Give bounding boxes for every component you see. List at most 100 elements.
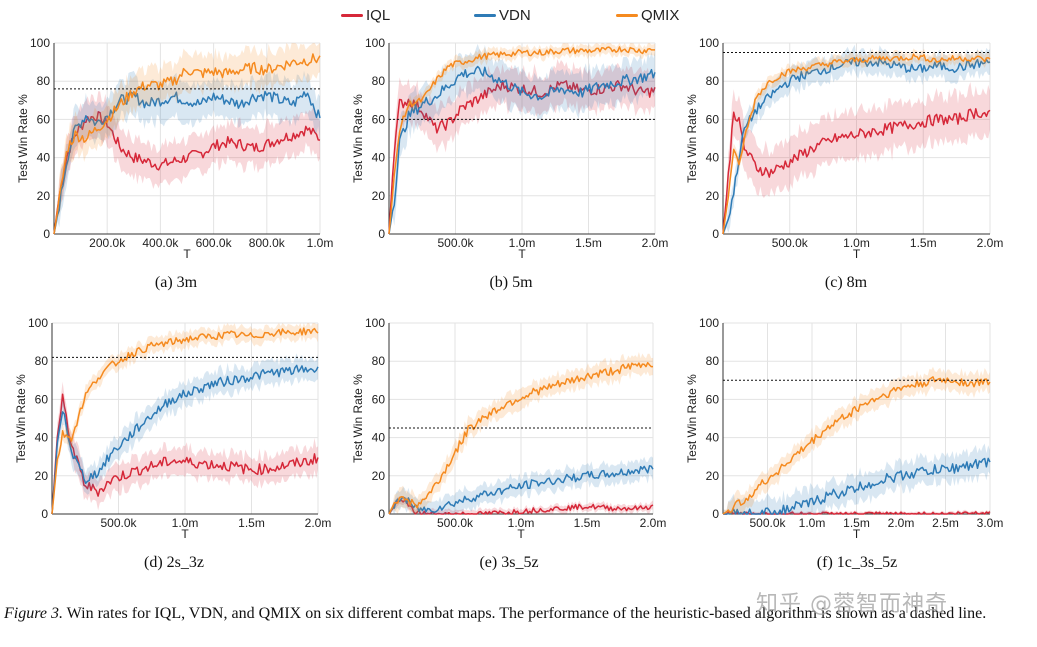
y-tick-label: 60 (372, 112, 386, 126)
x-tick-label: 1.5m (238, 516, 265, 530)
x-tick-label: 1.0m (799, 516, 826, 530)
series-line-qmix (53, 53, 321, 235)
y-axis-label: Test Win Rate % (351, 374, 365, 463)
x-tick-label: 1.0m (172, 516, 199, 530)
x-tick-label: 500.0k (437, 236, 474, 250)
figure-caption: Figure 3. Win rates for IQL, VDN, and QM… (4, 603, 1029, 624)
legend: IQL VDN QMIX (0, 4, 1037, 26)
y-axis-label: Test Win Rate % (685, 94, 699, 183)
x-axis-label: T (181, 527, 189, 541)
x-axis-label: T (853, 247, 861, 261)
y-tick-label: 40 (37, 151, 51, 165)
y-tick-label: 0 (378, 227, 385, 241)
x-tick-label: 500.0k (100, 516, 137, 530)
legend-swatch-vdn (474, 13, 496, 17)
legend-item-qmix: QMIX (616, 4, 679, 26)
band-vdn (52, 353, 318, 514)
x-tick-label: 1.5m (910, 236, 937, 250)
y-axis-label: Test Win Rate % (14, 374, 28, 463)
band-vdn (723, 44, 990, 234)
y-tick-label: 0 (43, 227, 50, 241)
x-tick-label: 500.0k (749, 516, 786, 530)
x-tick-label: 1.0m (843, 236, 870, 250)
band-iql (54, 91, 320, 234)
band-vdn (389, 456, 653, 514)
y-tick-label: 20 (37, 189, 51, 203)
series-line-vdn (53, 90, 321, 235)
series-line-qmix (388, 361, 653, 515)
band-iql (52, 381, 318, 514)
y-tick-label: 100 (365, 316, 385, 330)
band-qmix (723, 366, 990, 514)
y-axis-label: Test Win Rate % (16, 94, 30, 183)
x-tick-label: 1.5m (574, 516, 601, 530)
series-line-qmix (722, 53, 991, 235)
x-tick-label: 600.0k (196, 236, 233, 250)
series-line-vdn (51, 364, 319, 515)
band-vdn (389, 43, 655, 235)
x-tick-label: 2.0m (977, 236, 1004, 250)
x-tick-label: 2.0m (305, 516, 332, 530)
x-tick-label: 2.0m (888, 516, 915, 530)
series-line-vdn (388, 65, 656, 235)
y-tick-label: 0 (712, 507, 719, 521)
y-tick-label: 40 (706, 151, 720, 165)
x-tick-label: 1.5m (575, 236, 602, 250)
y-tick-label: 0 (378, 507, 385, 521)
y-tick-label: 0 (712, 227, 719, 241)
x-tick-label: 200.0k (89, 236, 126, 250)
y-tick-label: 80 (37, 74, 51, 88)
legend-item-vdn: VDN (474, 4, 531, 26)
series-line-iql (722, 108, 991, 235)
figure-caption-label: Figure 3. (4, 605, 63, 622)
x-tick-label: 2.0m (640, 516, 667, 530)
y-tick-label: 40 (706, 431, 720, 445)
x-tick-label: 1.0m (307, 236, 334, 250)
legend-swatch-iql (341, 13, 363, 17)
band-qmix (54, 43, 320, 234)
caption-d: (d) 2s_3z (144, 554, 204, 571)
y-tick-label: 40 (372, 431, 386, 445)
y-tick-label: 80 (372, 74, 386, 88)
y-tick-label: 20 (372, 189, 386, 203)
legend-swatch-qmix (616, 13, 638, 17)
caption-f: (f) 1c_3s_5z (816, 554, 898, 571)
chart-4: 0 20 40 60 80 100 500.0k 1.0m 1.5m 2.0m T Test Win … (14, 316, 331, 541)
y-tick-label: 100 (28, 316, 48, 330)
y-tick-label: 60 (706, 392, 720, 406)
y-tick-label: 40 (35, 431, 49, 445)
x-tick-label: 800.0k (249, 236, 286, 250)
y-tick-label: 0 (41, 507, 48, 521)
chart-2: 0 20 40 60 80 100 500.0k 1.0m 1.5m 2.0m T Test Win … (351, 36, 668, 261)
series-line-vdn (388, 465, 654, 515)
x-tick-label: 2.5m (932, 516, 959, 530)
y-axis-label: Test Win Rate % (685, 374, 699, 463)
band-vdn (723, 443, 990, 514)
x-tick-label: 1.5m (843, 516, 870, 530)
x-axis-label: T (517, 527, 525, 541)
y-tick-label: 100 (699, 36, 719, 50)
band-iql (389, 495, 653, 514)
series-line-qmix (722, 376, 991, 515)
legend-label-qmix: QMIX (641, 6, 680, 24)
y-tick-label: 80 (372, 354, 386, 368)
x-axis-label: T (183, 247, 191, 261)
y-tick-label: 60 (37, 112, 51, 126)
y-tick-label: 80 (706, 354, 720, 368)
charts-canvas: 0 20 40 60 80 100 200.0k 400.0k 600.0k 800.0k 1.0m… (14, 36, 1003, 541)
chart-5: 0 20 40 60 80 100 500.0k 1.0m 1.5m 2.0m T Test Win … (351, 316, 666, 541)
caption-a: (a) 3m (154, 274, 198, 291)
series-line-iql (388, 79, 656, 235)
figure-caption-text: Win rates for IQL, VDN, and QMIX on six … (62, 605, 987, 622)
y-tick-label: 20 (706, 189, 720, 203)
y-tick-label: 60 (35, 392, 49, 406)
band-vdn (54, 70, 320, 234)
y-tick-label: 80 (35, 354, 49, 368)
y-tick-label: 20 (372, 469, 386, 483)
caption-b: (b) 5m (489, 274, 533, 291)
y-tick-label: 60 (372, 392, 386, 406)
y-tick-label: 60 (706, 112, 720, 126)
chart-3: 0 20 40 60 80 100 500.0k 1.0m 1.5m 2.0m T Test Win … (685, 36, 1003, 261)
series-line-vdn (723, 457, 991, 515)
chart-6: 0 20 40 60 80 100 500.0k 1.0m 1.5m 2.0m 2.5m 3.0m T T… (685, 316, 1003, 541)
